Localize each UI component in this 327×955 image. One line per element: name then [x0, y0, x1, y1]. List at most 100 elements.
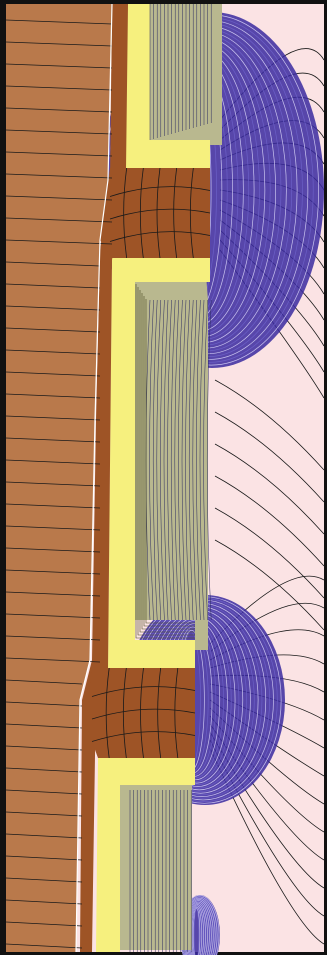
core-field-line [5, 459, 101, 465]
ambient-field-line [214, 539, 325, 631]
core-field-line [5, 745, 83, 751]
core-field-line [5, 85, 113, 91]
core-field-line [5, 217, 113, 223]
block-grid-line [109, 208, 211, 220]
block-grid-line [189, 167, 194, 259]
insulation-line [160, 299, 165, 621]
core-field-line [5, 723, 83, 729]
core-field-line [5, 789, 83, 795]
core-field-line [5, 195, 113, 201]
core-field-line [5, 591, 101, 597]
block-grid-line [139, 167, 144, 259]
insulation-line [178, 299, 183, 621]
insulation-line [170, 299, 176, 621]
upper-insulation-layer [112, 4, 210, 168]
core-field-line [5, 613, 101, 619]
core-field-line [5, 151, 113, 157]
ambient-field-line [214, 507, 325, 599]
block-grid-line [109, 231, 211, 242]
block-grid-line [156, 167, 161, 259]
core-field-line [5, 283, 101, 289]
core-field-line [5, 679, 83, 685]
lower-field-bulge-contour [192, 907, 202, 955]
core-field-line [5, 657, 101, 663]
core-field-line [5, 437, 101, 443]
insulation-line [192, 299, 198, 621]
insulation-line [188, 299, 194, 621]
insulation-line [149, 299, 154, 621]
core-field-line [5, 371, 101, 377]
block-grid-line [140, 667, 144, 759]
insulation-line [152, 299, 158, 621]
core-field-line [5, 855, 83, 861]
block-grid-line [91, 708, 196, 720]
insulation-line [206, 299, 212, 621]
ambient-field-line [214, 411, 325, 503]
ambient-field-line [214, 379, 325, 471]
block-grid-line [173, 167, 178, 259]
block-grid-line [91, 686, 196, 697]
core-field-line [5, 239, 113, 245]
core-field-line [5, 349, 101, 355]
core-field-line [5, 525, 101, 531]
core-field-line [5, 877, 83, 883]
block-grid-line [91, 731, 196, 742]
insulation-contour [139, 290, 195, 633]
block-grid-line [157, 667, 162, 759]
core-field-line [5, 547, 101, 553]
insulation-line [163, 299, 169, 621]
insulation-field-lines [129, 4, 212, 952]
insulation-contour [135, 284, 195, 639]
insulation-line [181, 299, 187, 621]
core-field-line [5, 173, 113, 179]
core-field-line [5, 107, 113, 113]
block-grid-line [109, 186, 211, 197]
insulation-contour [143, 296, 195, 627]
block-grid-line [105, 667, 110, 759]
core-field-line [5, 503, 101, 509]
core-field-line [5, 701, 83, 707]
conductor-field-lines [5, 19, 211, 949]
core-field-line [5, 261, 101, 267]
core-field-line [5, 833, 83, 839]
core-boundary [75, 3, 113, 953]
block-grid-line [174, 667, 179, 759]
insulation-line [174, 299, 180, 621]
lower-field-bulge-contour [191, 906, 203, 955]
core-field-line [5, 327, 101, 333]
core-field-line [5, 943, 83, 949]
core-field-line [5, 129, 113, 135]
ambient-field-line [214, 475, 325, 567]
lower-field-bulge-contour [193, 908, 201, 955]
upper-electrode-block [100, 168, 210, 258]
insulation-line [156, 299, 162, 621]
insulation-contour [145, 299, 195, 624]
insulation-line [167, 299, 172, 621]
insulation-line [203, 299, 208, 621]
core-field-line [5, 635, 101, 641]
core-field-line [5, 41, 113, 47]
core-field-line [5, 899, 83, 905]
core-field-line [5, 921, 83, 927]
insulation-line [185, 299, 190, 621]
insulation-contour [137, 287, 195, 636]
core-field-line [5, 63, 113, 69]
lower-insulation-layer [96, 758, 195, 952]
core-field-line [5, 305, 101, 311]
lower-field-bulge-contour [193, 908, 200, 955]
core-field-line [5, 811, 83, 817]
core-field-line [5, 393, 101, 399]
ambient-field-line [214, 443, 325, 535]
insulation-line [199, 299, 205, 621]
core-field-line [5, 569, 101, 575]
core-field-line [5, 767, 83, 773]
core-field-line [5, 19, 113, 25]
insulation-contour [141, 293, 195, 630]
middle-insulation-layer [108, 258, 210, 668]
insulation-line [196, 299, 201, 621]
lower-insulation-khaki [100, 770, 192, 950]
core-field-line [5, 481, 101, 487]
block-grid-line [122, 667, 127, 759]
core-field-line [5, 415, 101, 421]
